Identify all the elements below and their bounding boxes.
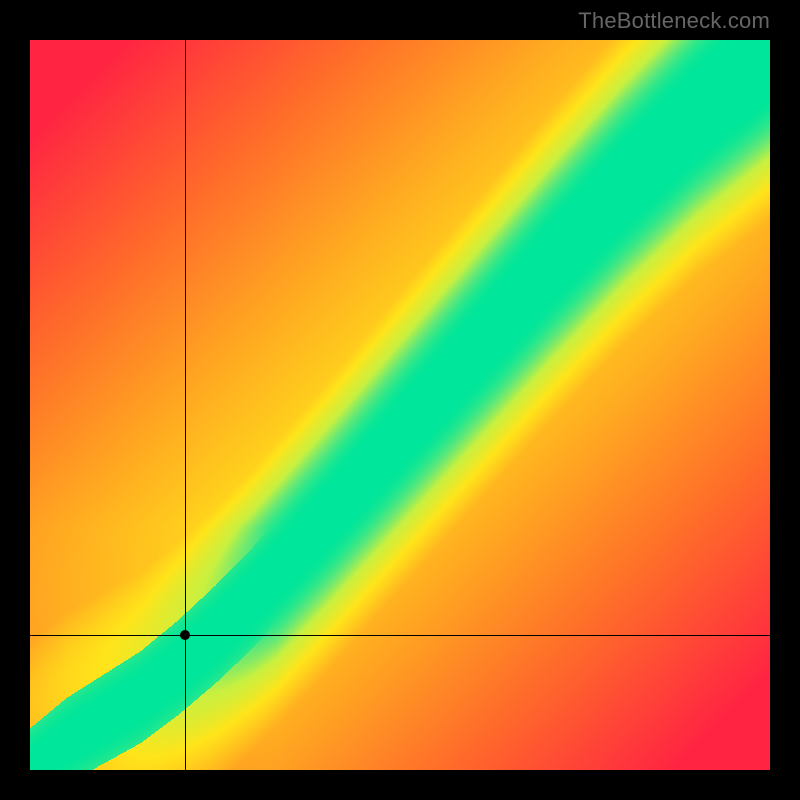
plot-area xyxy=(30,40,770,770)
crosshair-horizontal xyxy=(30,635,770,636)
marker-dot xyxy=(180,630,190,640)
crosshair-vertical xyxy=(185,40,186,770)
attribution-text: TheBottleneck.com xyxy=(578,8,770,34)
bottleneck-heatmap xyxy=(30,40,770,770)
figure-container: TheBottleneck.com xyxy=(0,0,800,800)
